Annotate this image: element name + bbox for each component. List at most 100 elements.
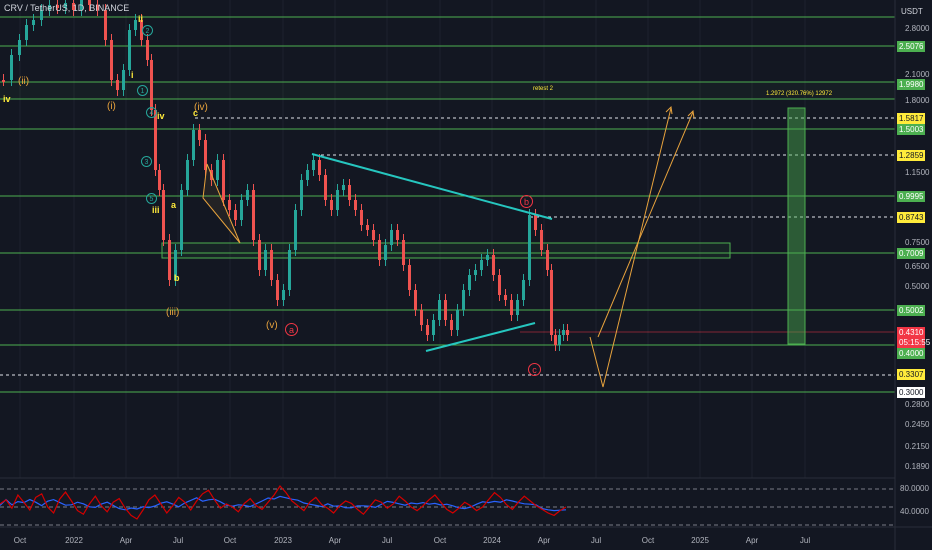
candle [498, 275, 501, 295]
candle [450, 320, 453, 330]
wave-circle-label: c [528, 363, 541, 376]
candle [88, 0, 91, 5]
arrow-head [665, 105, 673, 115]
wave-label: iv [157, 111, 165, 121]
candle [408, 265, 411, 290]
rsi-tick: 80.0000 [900, 484, 929, 493]
candle [468, 275, 471, 290]
trendline [425, 322, 536, 352]
wave-label: iv [3, 94, 11, 104]
projection-path [597, 111, 694, 338]
retest-note: retest 2 [533, 86, 554, 92]
time-label: Apr [328, 536, 342, 545]
candle [96, 5, 99, 10]
time-label: Jul [590, 536, 602, 545]
candle [80, 0, 83, 10]
candle [420, 310, 423, 325]
candle [444, 300, 447, 320]
arrow-head [687, 109, 695, 119]
candle [64, 3, 67, 8]
candle [168, 240, 171, 280]
candle [128, 30, 131, 70]
price-tick: 0.2150 [905, 442, 930, 451]
candle [146, 40, 149, 60]
candle [228, 200, 231, 210]
candle [150, 60, 153, 110]
currency-label[interactable]: USDT [901, 7, 923, 16]
wave-label: (iv) [194, 102, 208, 113]
candle [18, 40, 21, 55]
candle [534, 215, 537, 230]
candle [246, 190, 249, 200]
candle [342, 185, 345, 190]
wedge-pattern [202, 163, 241, 244]
current-price: 0.4310 [899, 328, 924, 337]
price-label: 0.9995 [897, 191, 925, 202]
time-label: Oct [223, 536, 237, 545]
wave-label: c [193, 108, 199, 118]
time-label: Jul [381, 536, 393, 545]
candle [390, 230, 393, 245]
price-tick: 0.6500 [905, 262, 930, 271]
price-label: 0.8743 [897, 212, 925, 223]
time-label: Jul [172, 536, 184, 545]
wave-label: (ii) [18, 76, 30, 87]
candle [354, 200, 357, 210]
candle [522, 280, 525, 300]
candle [72, 3, 75, 10]
candle [2, 80, 5, 82]
trendline [311, 153, 553, 220]
price-label: 1.9980 [897, 79, 925, 90]
candle [462, 290, 465, 310]
wave-circle-label: 1 [137, 85, 148, 96]
wave-label: (iii) [166, 307, 180, 318]
candle [158, 170, 161, 190]
candle [492, 255, 495, 275]
candle [186, 160, 189, 190]
candle [306, 170, 309, 180]
candle [122, 70, 125, 90]
time-label: Oct [433, 536, 447, 545]
candle [192, 130, 195, 160]
time-label: 2023 [274, 536, 292, 545]
candle [504, 295, 507, 300]
candle [540, 230, 543, 250]
price-label: 1.5817 [897, 113, 925, 124]
candle [528, 215, 531, 280]
candle [366, 225, 369, 230]
candle [222, 160, 225, 200]
candle [318, 160, 321, 175]
price-label: 0.4000 [897, 348, 925, 359]
wave-label: i [131, 70, 134, 80]
candle [432, 320, 435, 335]
candle [300, 180, 303, 210]
candle [180, 190, 183, 250]
candle [336, 190, 339, 210]
price-tick: 0.2450 [905, 420, 930, 429]
price-tick: 1.8000 [905, 96, 930, 105]
candle [348, 185, 351, 200]
price-label: 0.7009 [897, 248, 925, 259]
retest-zone [0, 82, 895, 99]
candle [384, 245, 387, 260]
candle [510, 300, 513, 315]
candle [554, 335, 557, 345]
wave-circle-label: 3 [141, 156, 152, 167]
symbol-title[interactable]: CRV / TetherUS, 1D, BINANCE [4, 3, 130, 13]
time-label: Oct [13, 536, 27, 545]
candle [402, 240, 405, 265]
candle [372, 230, 375, 240]
candle [240, 200, 243, 220]
time-label: Jul [799, 536, 811, 545]
candle [456, 310, 459, 330]
wave-label: a [171, 200, 177, 210]
zone-box [161, 242, 731, 259]
time-label: Apr [537, 536, 551, 545]
candle [414, 290, 417, 310]
candle [140, 20, 143, 40]
candle [252, 190, 255, 240]
candle [216, 160, 219, 180]
wave-circle-label: 2 [142, 25, 153, 36]
